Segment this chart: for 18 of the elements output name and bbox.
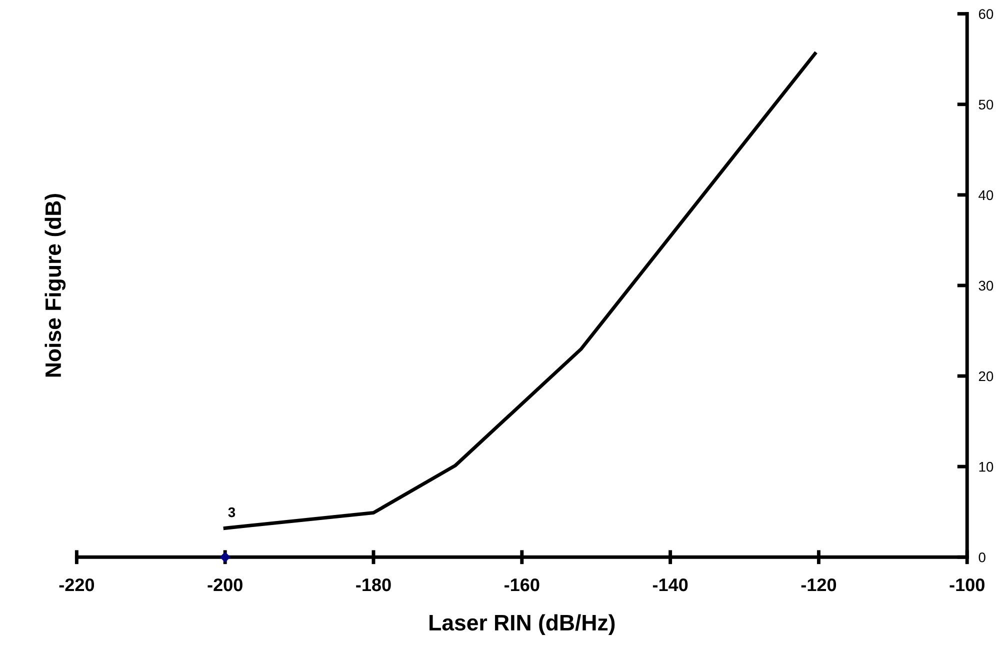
line-series — [223, 52, 817, 530]
x-tick-label: -220 — [59, 578, 94, 592]
y-axis-title: Noise Figure (dB) — [44, 194, 66, 377]
y-tick-label: 0 — [978, 552, 986, 562]
x-tick-label: -140 — [652, 578, 688, 592]
y-tick-label: 10 — [979, 462, 994, 472]
y-tick-label: 30 — [978, 280, 994, 291]
x-tick-label: -160 — [504, 578, 540, 592]
x-tick-label: -200 — [208, 578, 242, 592]
y-tick-label: 50 — [978, 100, 994, 110]
x-tick-label: -180 — [356, 578, 391, 592]
x-tick-label: -100 — [950, 578, 984, 592]
x-axis-title: Laser RIN (dB/Hz) — [430, 614, 615, 635]
annotation: 3 — [228, 507, 236, 518]
x-tick-label: -120 — [801, 578, 836, 592]
y-tick-label: 20 — [978, 371, 994, 382]
y-tick-label: 60 — [978, 9, 994, 19]
y-tick-label: 40 — [978, 190, 994, 200]
